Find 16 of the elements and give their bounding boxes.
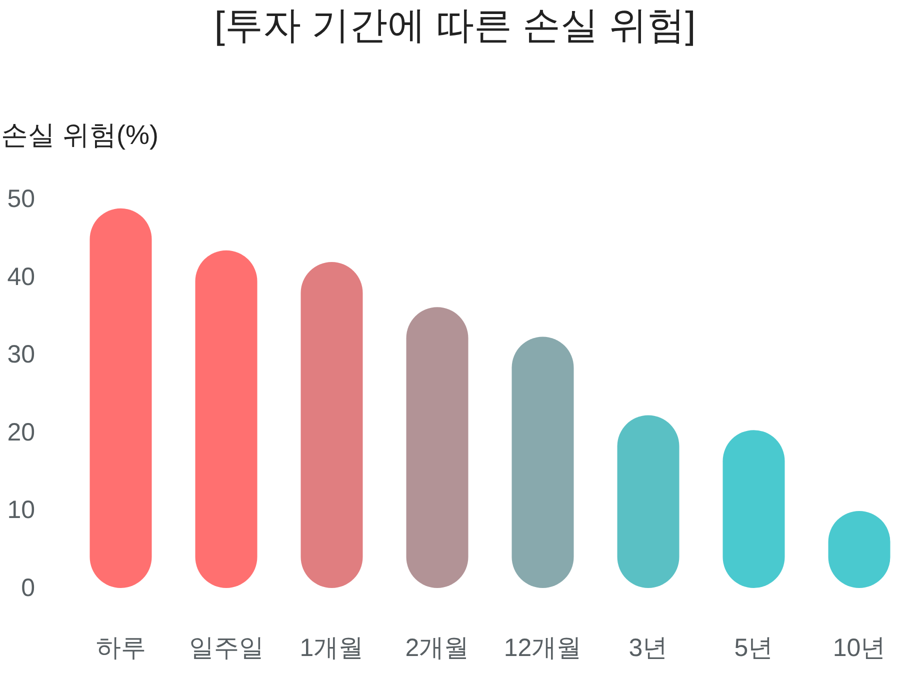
ylabel: 손실 위험(%)	[1, 120, 158, 150]
xtick: 10년	[832, 634, 886, 662]
xtick: 5년	[734, 634, 774, 662]
xtick: 2개월	[405, 634, 470, 662]
xtick: 일주일	[188, 634, 264, 662]
ytick: 40	[7, 262, 35, 291]
ytick: 10	[7, 496, 35, 524]
xtick: 1개월	[300, 634, 364, 662]
ytick: 50	[7, 185, 35, 213]
ytick: 20	[7, 418, 35, 446]
xtick: 12개월	[504, 634, 582, 662]
xtick: 하루	[96, 634, 146, 662]
ytick: 30	[7, 340, 35, 369]
xtick: 3년	[628, 634, 668, 662]
title: [투자 기간에 따른 손실 위험]	[214, 5, 696, 47]
ytick: 0	[21, 574, 35, 602]
